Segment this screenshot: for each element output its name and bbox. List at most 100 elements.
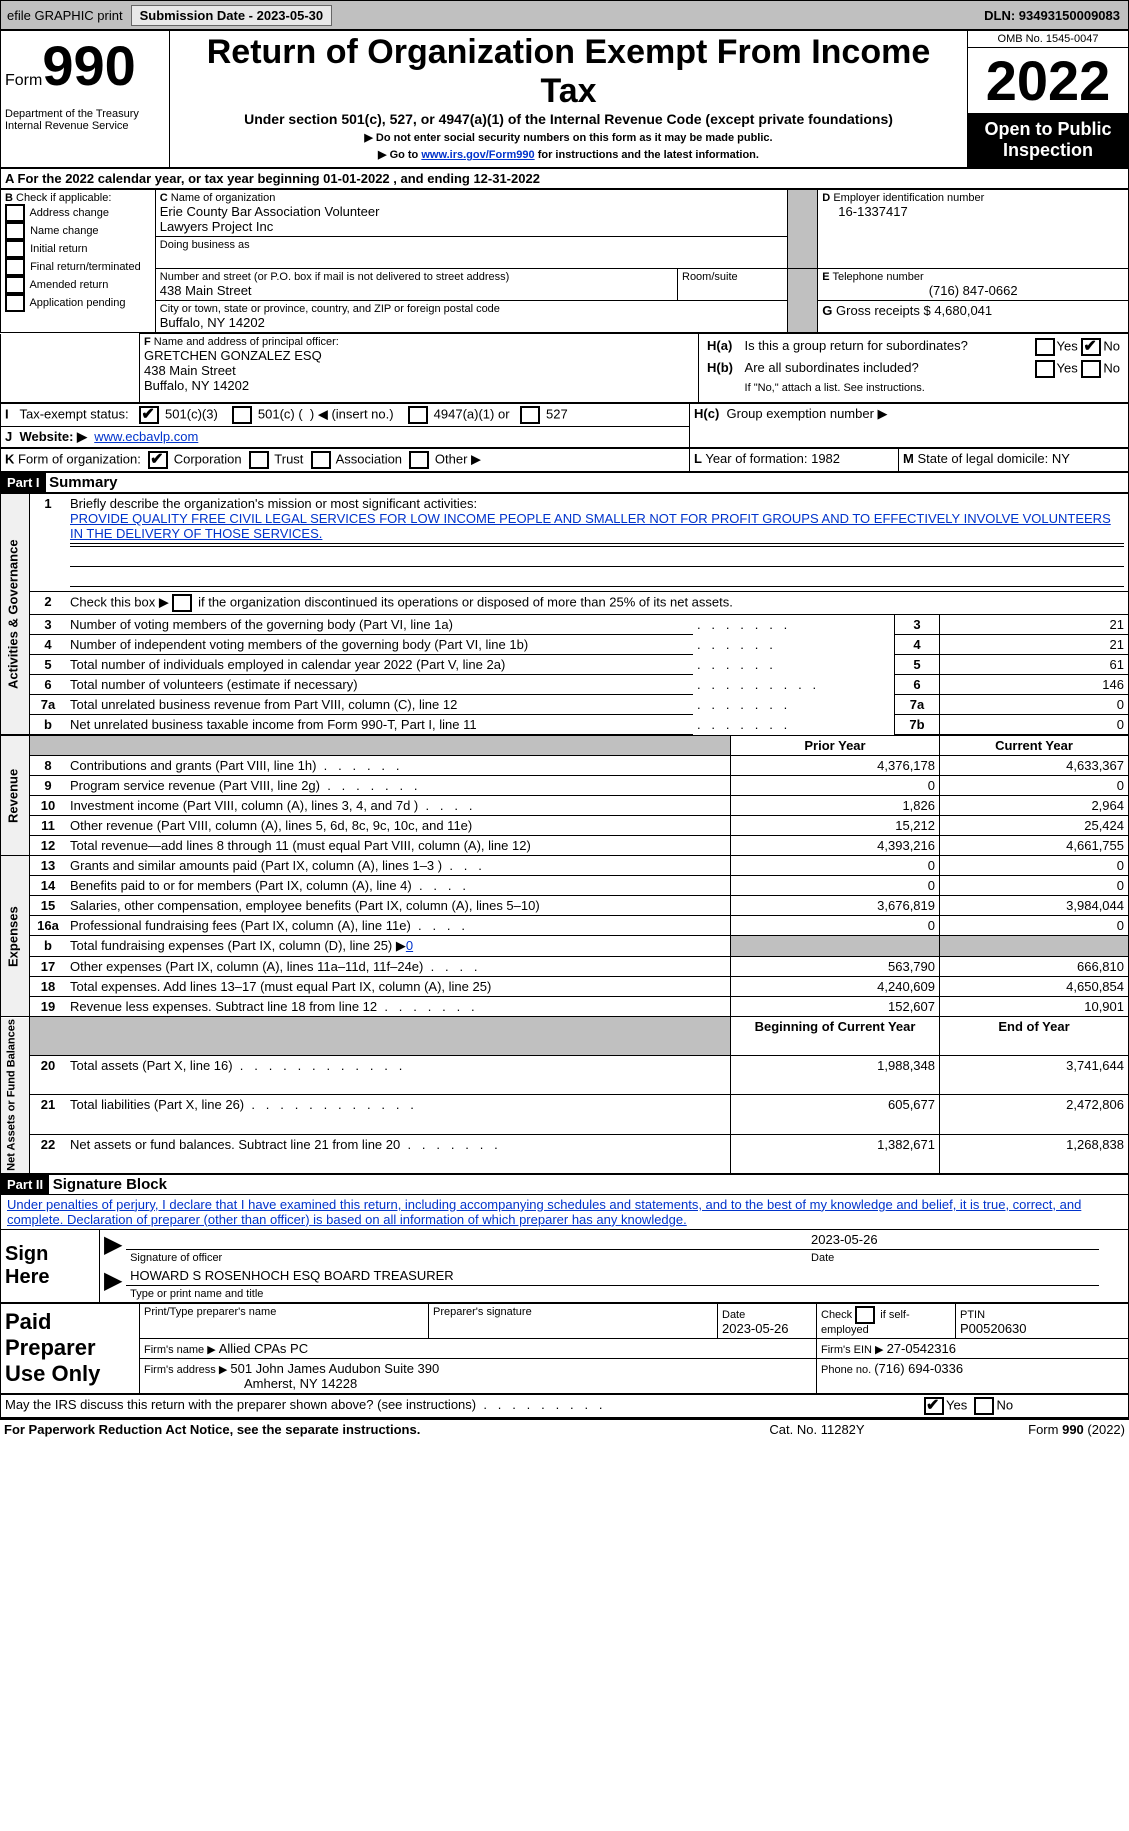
line3-val: 21 [940, 615, 1129, 635]
line9-label: Program service revenue (Part VIII, line… [66, 776, 731, 796]
checkbox-initial[interactable] [5, 240, 25, 258]
checkbox-final[interactable] [5, 258, 25, 276]
note-goto-pre: Go to [390, 149, 422, 161]
dln-label: DLN: 93493150009083 [984, 8, 1128, 23]
footer-left: For Paperwork Reduction Act Notice, see … [0, 1419, 713, 1439]
line15-label: Salaries, other compensation, employee b… [66, 896, 731, 916]
l18p: 4,240,609 [731, 977, 940, 997]
box-m: M State of legal domicile: NY [899, 449, 1129, 472]
prep-self-cell: Check if self-employed [817, 1303, 956, 1338]
box-c-city: City or town, state or province, country… [155, 301, 787, 333]
box-c-room: Room/suite [678, 269, 788, 301]
line1: Briefly describe the organization's miss… [66, 494, 1129, 592]
sign-here-label: Sign Here [1, 1229, 100, 1302]
hdr-begin: Beginning of Current Year [731, 1017, 940, 1056]
part2-title: Signature Block [53, 1176, 167, 1193]
line7a-label: Total unrelated business revenue from Pa… [66, 695, 693, 715]
spacer-b [1, 334, 140, 403]
line7a-val: 0 [940, 695, 1129, 715]
box-g: G Gross receipts $ 4,680,041 [818, 301, 1129, 333]
line17-label: Other expenses (Part IX, column (A), lin… [66, 957, 731, 977]
line21-label: Total liabilities (Part X, line 26) . . … [66, 1095, 731, 1134]
checkbox-ha-yes[interactable] [1035, 338, 1055, 356]
form-word: Form [5, 72, 42, 89]
box-j: J Website: ▶ www.ecbavlp.com [1, 427, 690, 448]
l10p: 1,826 [731, 796, 940, 816]
line8-label: Contributions and grants (Part VIII, lin… [66, 756, 731, 776]
checkbox-name[interactable] [5, 222, 25, 240]
l13p: 0 [731, 856, 940, 876]
line4-label: Number of independent voting members of … [66, 635, 693, 655]
hdr-prior: Prior Year [731, 736, 940, 756]
firm-ein-cell: Firm's EIN ▶ 27-0542316 [817, 1338, 1129, 1358]
l21c: 2,472,806 [940, 1095, 1129, 1134]
prep-sig-cell: Preparer's signature [429, 1303, 718, 1338]
checkbox-527[interactable] [520, 406, 540, 424]
checkbox-self-employed[interactable] [855, 1306, 875, 1324]
form-subtitle: Under section 501(c), 527, or 4947(a)(1)… [174, 111, 963, 127]
box-hc: H(c) Group exemption number ▶ [690, 404, 1129, 448]
submission-date-button[interactable]: Submission Date - 2023-05-30 [131, 5, 333, 26]
line4-val: 21 [940, 635, 1129, 655]
ptin-cell: PTINP00520630 [956, 1303, 1129, 1338]
footer-right: Form 990 (2022) [921, 1419, 1129, 1439]
checkbox-trust[interactable] [249, 451, 269, 469]
l12c: 4,661,755 [940, 836, 1129, 856]
checkbox-discuss-no[interactable] [974, 1397, 994, 1415]
firm-name-cell: Firm's name ▶ Allied CPAs PC [140, 1338, 817, 1358]
arrow-icon: ▶ [104, 1231, 122, 1258]
l10c: 2,964 [940, 796, 1129, 816]
l12p: 4,393,216 [731, 836, 940, 856]
line16a-label: Professional fundraising fees (Part IX, … [66, 916, 731, 936]
checkbox-corp[interactable] [148, 451, 168, 469]
checkbox-501c[interactable] [232, 406, 252, 424]
checkbox-line2[interactable] [172, 594, 192, 612]
checkbox-501c3[interactable] [139, 406, 159, 424]
checkbox-ha-no[interactable] [1081, 338, 1101, 356]
efile-label: efile GRAPHIC print [1, 8, 129, 23]
irs-link[interactable]: www.irs.gov/Form990 [421, 149, 534, 161]
sig-date-label: Date [807, 1249, 1099, 1266]
line6-val: 146 [940, 675, 1129, 695]
sig-officer-label: Signature of officer [126, 1249, 807, 1266]
l11c: 25,424 [940, 816, 1129, 836]
box-c-street: Number and street (or P.O. box if mail i… [155, 269, 677, 301]
box-c-dba: Doing business as [155, 237, 787, 269]
l22p: 1,382,671 [731, 1134, 940, 1173]
checkbox-4947[interactable] [408, 406, 428, 424]
l22c: 1,268,838 [940, 1134, 1129, 1173]
declaration-link[interactable]: Under penalties of perjury, I declare th… [7, 1197, 1081, 1227]
l15c: 3,984,044 [940, 896, 1129, 916]
checkbox-hb-yes[interactable] [1035, 360, 1055, 378]
top-toolbar: efile GRAPHIC print Submission Date - 20… [0, 0, 1129, 30]
box-f: F Name and address of principal officer:… [140, 334, 699, 403]
checkbox-other[interactable] [409, 451, 429, 469]
checkbox-assoc[interactable] [311, 451, 331, 469]
checkbox-application[interactable] [5, 294, 25, 312]
l19p: 152,607 [731, 997, 940, 1017]
side-label-exp: Expenses [1, 856, 30, 1017]
spacer [788, 190, 818, 269]
part1-label: Part I [1, 473, 46, 492]
part1-title: Summary [49, 474, 117, 491]
footer-mid: Cat. No. 11282Y [713, 1419, 921, 1439]
form-title: Return of Organization Exempt From Incom… [174, 33, 963, 111]
l17c: 666,810 [940, 957, 1129, 977]
discuss-label: May the IRS discuss this return with the… [1, 1394, 921, 1417]
line2: Check this box ▶ if the organization dis… [66, 592, 1129, 615]
fundraising-link[interactable]: 0 [406, 938, 413, 953]
checkbox-hb-no[interactable] [1081, 360, 1101, 378]
declaration-text: Under penalties of perjury, I declare th… [0, 1195, 1129, 1229]
l16ap: 0 [731, 916, 940, 936]
website-link[interactable]: www.ecbavlp.com [94, 429, 198, 444]
line16b-label: Total fundraising expenses (Part IX, col… [66, 936, 731, 957]
l9c: 0 [940, 776, 1129, 796]
spacer2 [788, 269, 818, 333]
checkbox-address[interactable] [5, 204, 25, 222]
checkbox-discuss-yes[interactable] [924, 1397, 944, 1415]
l19c: 10,901 [940, 997, 1129, 1017]
checkbox-amended[interactable] [5, 276, 25, 294]
form-number: 990 [42, 34, 135, 97]
mission-text[interactable]: PROVIDE QUALITY FREE CIVIL LEGAL SERVICE… [70, 511, 1111, 541]
period-line: A For the 2022 calendar year, or tax yea… [1, 169, 1129, 189]
